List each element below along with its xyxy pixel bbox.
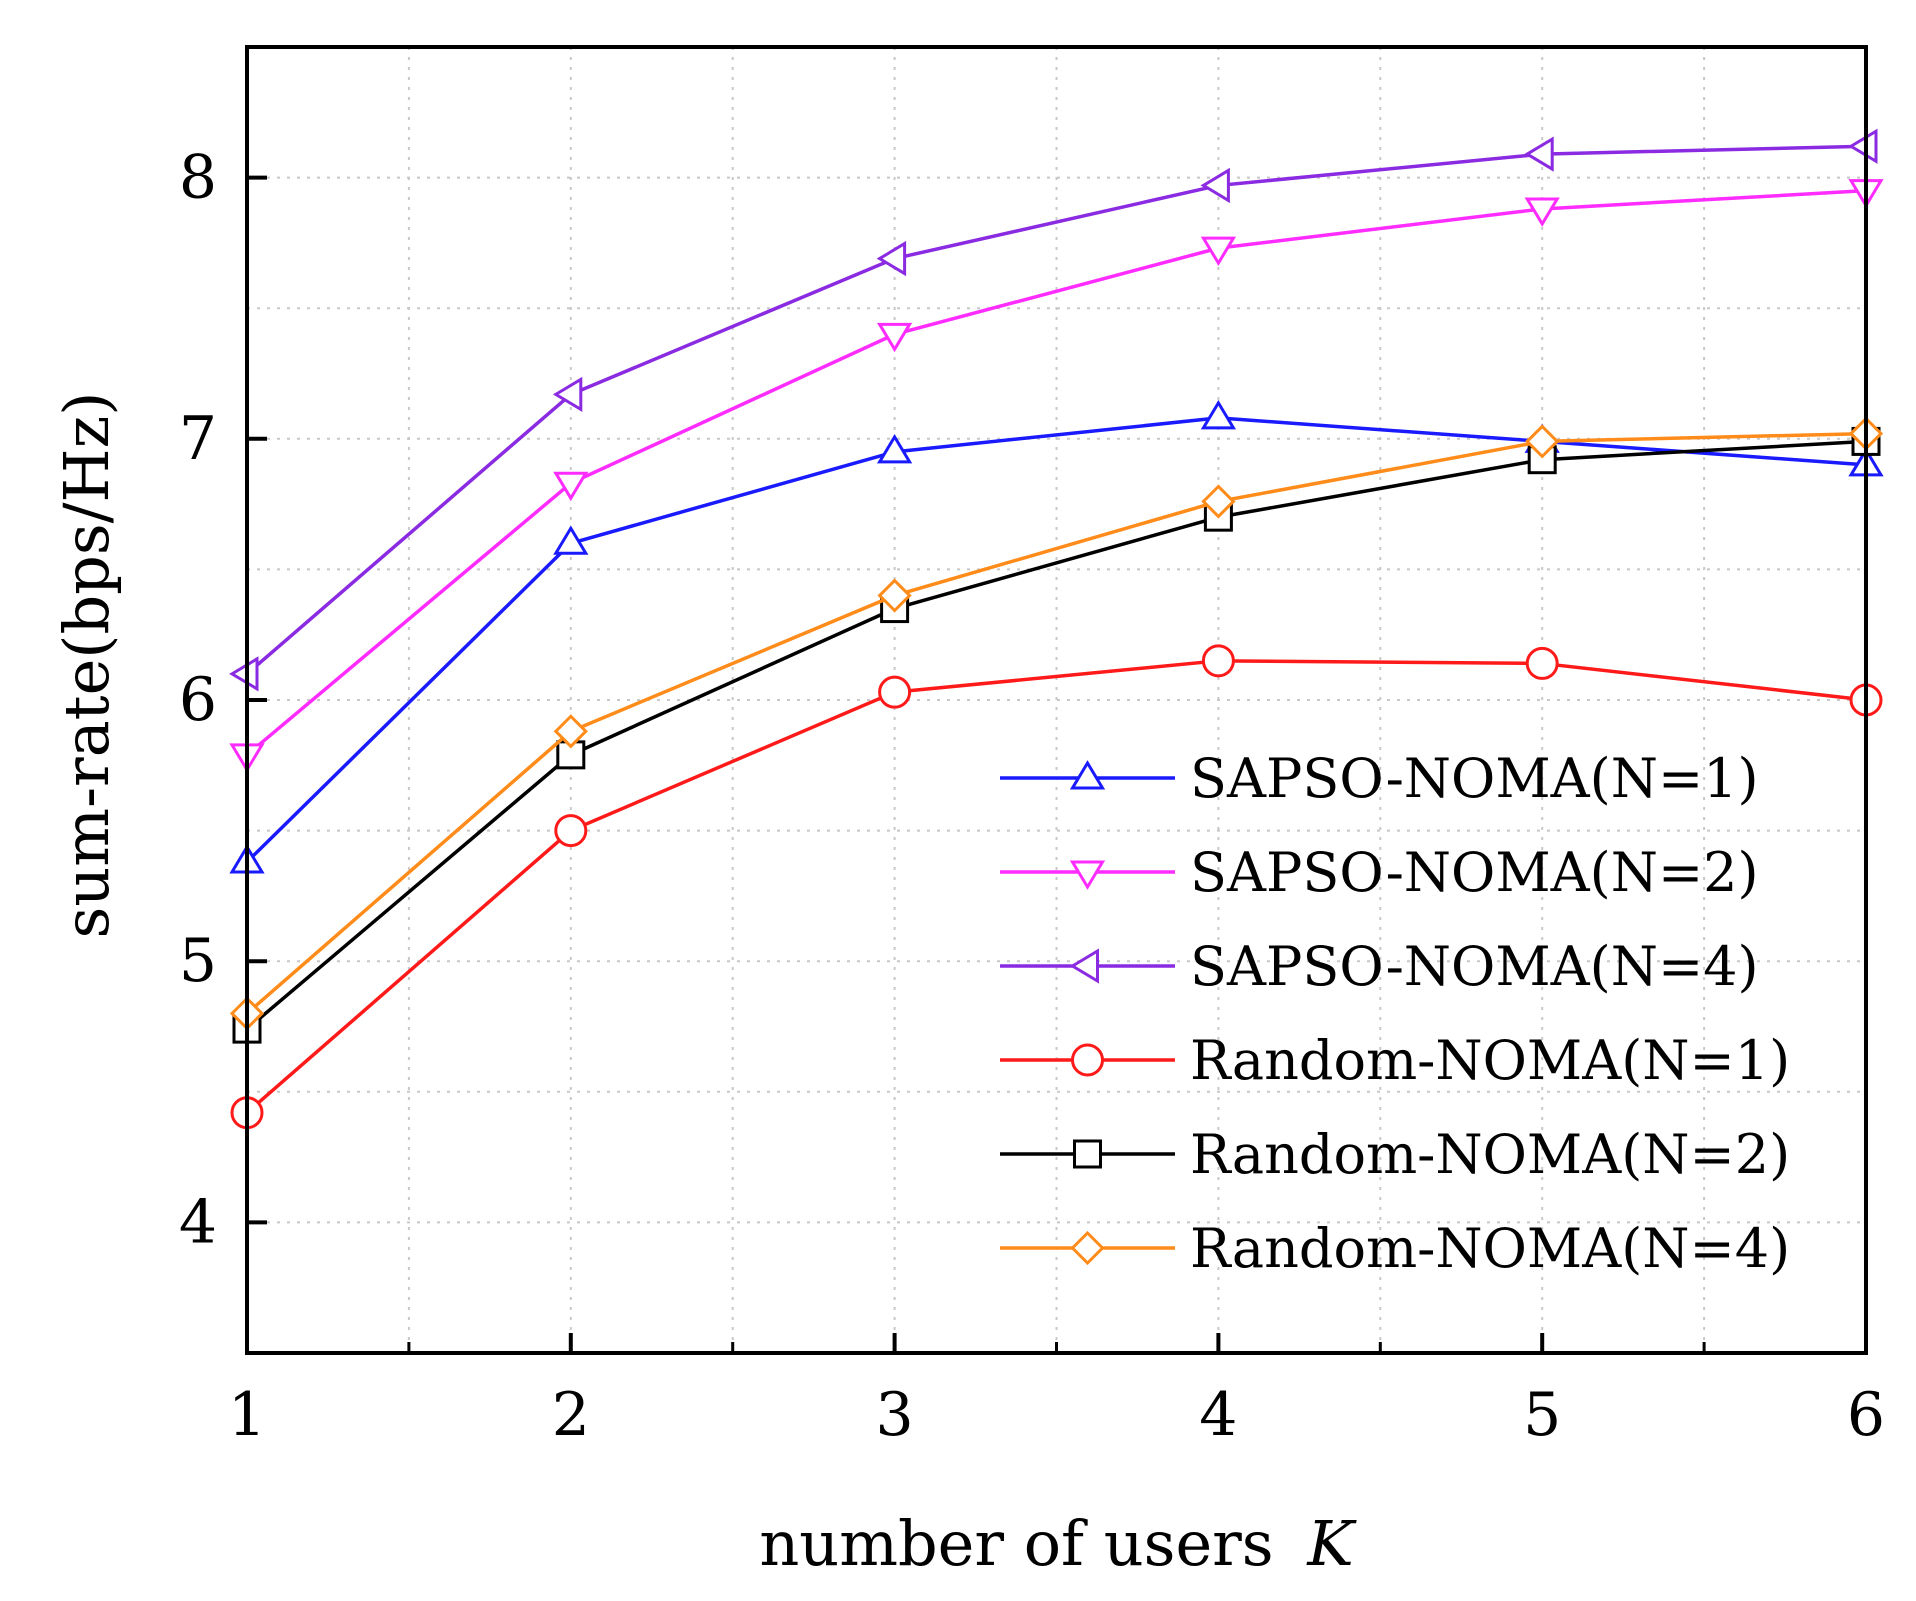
tick-layer: 1 2 3 4 5 6 4 5 6 7 8 (179, 143, 1885, 1450)
x-axis-title: number of users K (759, 1507, 1357, 1580)
data-point-marker (1524, 197, 1560, 227)
legend-marker (1069, 760, 1106, 790)
series-layer (229, 128, 1884, 1130)
legend-label: Random-NOMA(N=1) (1190, 1029, 1790, 1092)
legend-item: SAPSO-NOMA(N=2) (1000, 841, 1759, 904)
data-point-marker (1200, 236, 1237, 267)
legend-label: SAPSO-NOMA(N=2) (1190, 841, 1759, 904)
legend-label: Random-NOMA(N=2) (1190, 1123, 1790, 1186)
y-axis-title: sum-rate(bps/Hz) (50, 392, 123, 939)
data-point-marker (1524, 136, 1554, 172)
series-line (245, 431, 1867, 1015)
series-line (245, 144, 1867, 676)
data-point-marker (1525, 424, 1560, 459)
legend-marker (1073, 1139, 1102, 1169)
data-point-marker (877, 578, 912, 613)
series-line (245, 439, 1867, 1031)
y-tick-label: 4 (179, 1187, 217, 1257)
data-point-marker (1201, 484, 1236, 519)
series-group (230, 644, 1883, 1130)
x-axis-title-variable: K (1306, 1507, 1357, 1580)
legend-marker (1071, 1043, 1104, 1077)
series-group (229, 179, 1884, 773)
legend-label: SAPSO-NOMA(N=4) (1190, 935, 1759, 998)
legend-item: Random-NOMA(N=2) (1000, 1123, 1790, 1186)
series-line (245, 416, 1867, 864)
data-point-marker (553, 525, 589, 555)
x-tick-label: 4 (1199, 1380, 1237, 1450)
data-point-marker (229, 656, 259, 692)
y-tick-label: 6 (179, 665, 217, 735)
legend-item: Random-NOMA(N=1) (1000, 1029, 1790, 1092)
series-line (245, 659, 1867, 1115)
y-tick-label: 5 (179, 926, 217, 996)
series-group (229, 128, 1878, 692)
data-point-marker (552, 376, 583, 413)
legend: SAPSO-NOMA(N=1) SAPSO-NOMA(N=2) SAPSO-NOMA… (1000, 747, 1790, 1280)
x-tick-label: 2 (552, 1380, 590, 1450)
x-tick-label: 3 (876, 1380, 914, 1450)
legend-marker (1069, 948, 1099, 984)
data-point-marker (878, 675, 912, 709)
x-tick-label: 5 (1523, 1380, 1561, 1450)
legend-marker (1069, 860, 1106, 890)
y-tick-label: 8 (179, 143, 217, 213)
data-point-marker (1200, 167, 1230, 204)
data-point-marker (1525, 646, 1559, 680)
legend-item: SAPSO-NOMA(N=4) (1000, 935, 1759, 998)
legend-marker (1070, 1230, 1105, 1266)
legend-label: Random-NOMA(N=4) (1190, 1217, 1790, 1280)
data-point-marker (1201, 644, 1235, 678)
data-point-marker (1200, 399, 1237, 430)
data-point-marker (876, 433, 913, 464)
x-axis-title-text: number of users (759, 1507, 1273, 1580)
data-point-marker (553, 714, 588, 749)
series-line (245, 188, 1867, 757)
data-point-marker (1848, 128, 1878, 164)
data-point-marker (553, 471, 589, 502)
y-tick-label: 7 (179, 404, 217, 474)
data-point-marker (876, 322, 913, 353)
legend-label: SAPSO-NOMA(N=1) (1190, 747, 1759, 810)
data-point-marker (554, 814, 588, 848)
legend-item: SAPSO-NOMA(N=1) (1000, 747, 1759, 810)
x-tick-label: 6 (1847, 1380, 1885, 1450)
x-tick-label: 1 (228, 1380, 266, 1450)
data-point-marker (876, 240, 907, 277)
series-group (229, 416, 1884, 1031)
legend-item: Random-NOMA(N=4) (1000, 1217, 1790, 1280)
